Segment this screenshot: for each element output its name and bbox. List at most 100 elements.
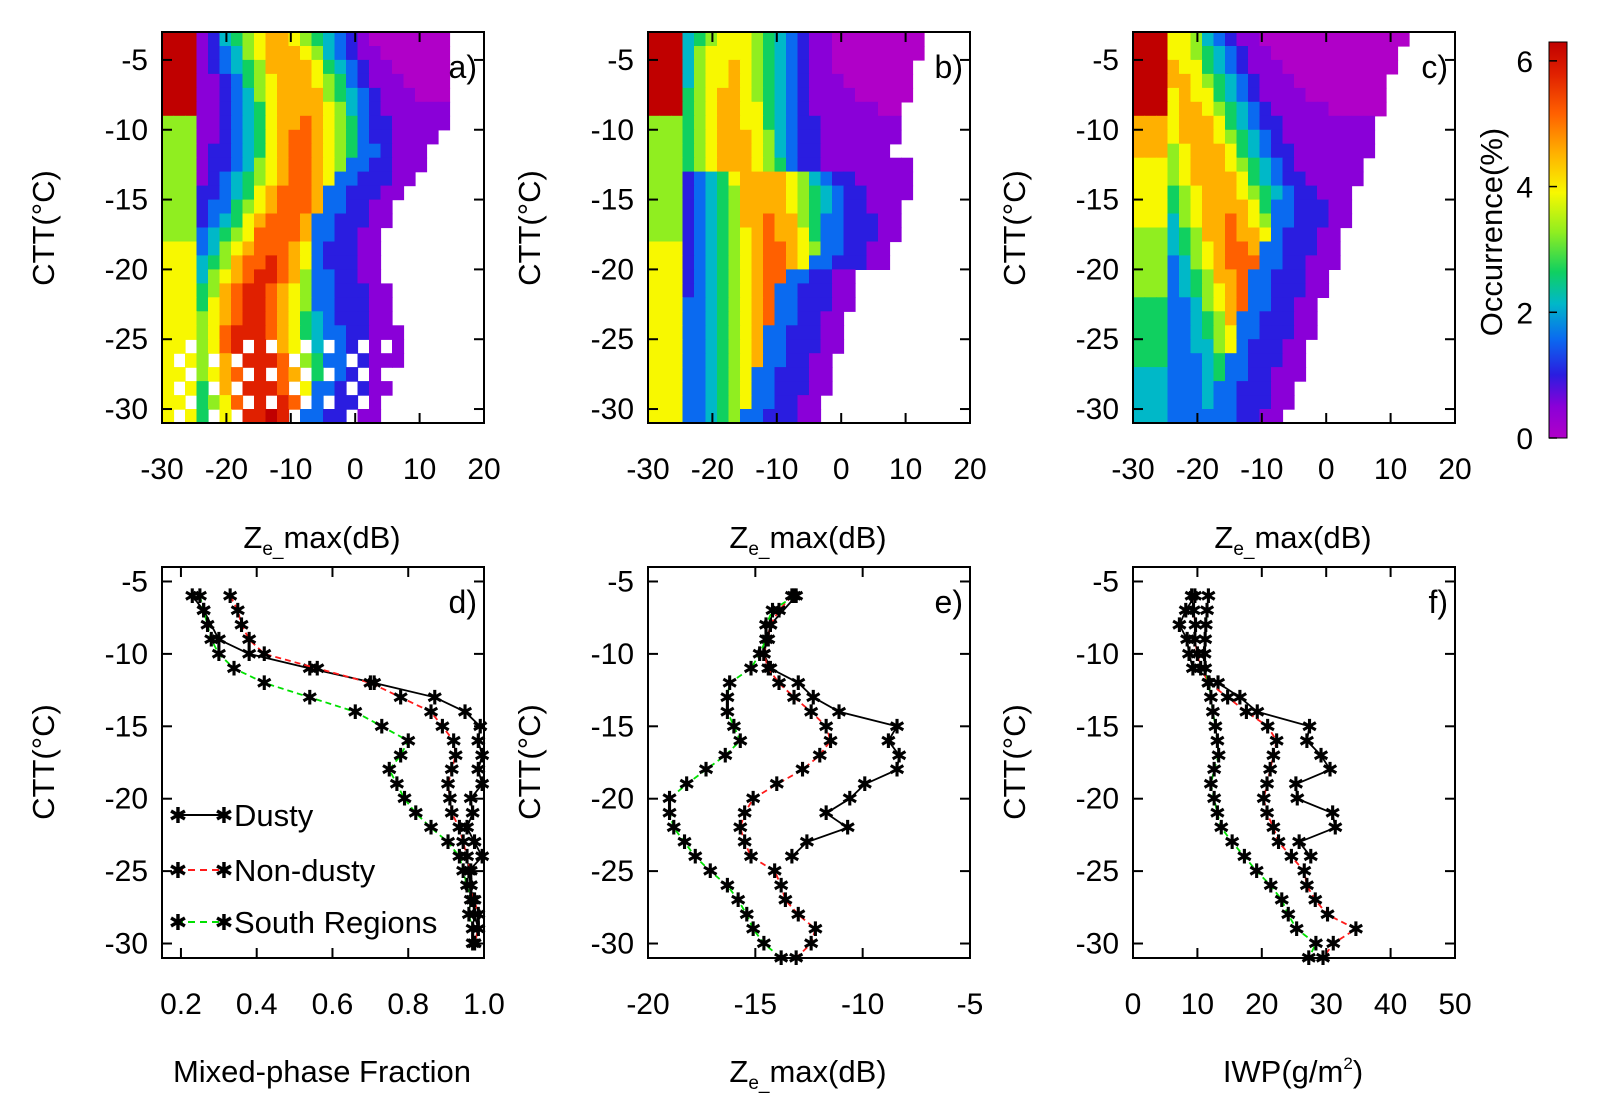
heatmap-cell <box>774 227 787 243</box>
heatmap-cell <box>323 283 336 298</box>
heatmap-cell <box>659 157 672 173</box>
data-point: ✱ <box>1280 905 1297 927</box>
heatmap-cell <box>1202 255 1215 270</box>
heatmap-cell <box>820 353 833 368</box>
heatmap-cell <box>334 283 347 298</box>
heatmap-cell <box>763 297 776 312</box>
heatmap-cell <box>231 227 244 243</box>
heatmap-cell <box>740 381 753 396</box>
heatmap-cell <box>682 73 695 89</box>
heatmap-cell <box>659 73 672 89</box>
heatmap-cell <box>1259 227 1272 243</box>
heatmap-cell <box>288 311 301 326</box>
heatmap-cell <box>173 73 186 89</box>
heatmap-cell <box>1282 101 1295 117</box>
heatmap-cell <box>1167 199 1180 215</box>
heatmap-cell <box>323 101 336 117</box>
heatmap-cell <box>1225 171 1238 187</box>
heatmap-cell <box>1259 241 1272 257</box>
heatmap-cell <box>1271 409 1284 424</box>
heatmap-cell <box>1294 59 1307 75</box>
heatmap-cell <box>288 367 301 382</box>
heatmap-cell <box>1213 241 1226 257</box>
heatmap-cell <box>694 199 707 215</box>
heatmap-cell <box>740 59 753 75</box>
heatmap-cell <box>820 59 833 75</box>
heatmap-cell <box>162 297 175 312</box>
y-tick-label: -5 <box>1092 44 1119 77</box>
series-line-south-regions <box>1203 595 1318 959</box>
heatmap-cell <box>694 283 707 298</box>
heatmap-cell <box>1133 185 1146 201</box>
heatmap-cell <box>763 367 776 382</box>
heatmap-cell <box>162 129 175 145</box>
heatmap-cell <box>740 367 753 382</box>
heatmap-cell <box>1271 129 1284 145</box>
heatmap-cell <box>682 32 695 47</box>
heatmap-cell <box>1305 255 1318 270</box>
heatmap-cell <box>288 255 301 270</box>
heatmap-cell <box>254 213 267 229</box>
heatmap-cell <box>774 171 787 187</box>
heatmap-cell <box>659 129 672 145</box>
heatmap-cell <box>1144 353 1157 368</box>
heatmap-cell <box>671 241 684 257</box>
x-tick-label: -20 <box>691 453 734 486</box>
heatmap-cell <box>265 115 278 131</box>
heatmap-cell <box>648 199 661 215</box>
heatmap-cell <box>1167 367 1180 382</box>
heatmap-cell <box>311 311 324 326</box>
heatmap-cell <box>774 311 787 326</box>
heatmap-cell <box>751 73 764 89</box>
heatmap-cell <box>392 143 405 159</box>
heatmap-cell <box>1328 46 1341 61</box>
heatmap-cell <box>219 353 232 368</box>
heatmap-cell <box>786 339 799 354</box>
heatmap-cell <box>1317 269 1330 284</box>
x-tick-label: 0.4 <box>236 988 278 1021</box>
heatmap-cell <box>426 129 439 145</box>
heatmap-cell <box>1133 409 1146 424</box>
heatmap-cell <box>334 87 347 103</box>
data-point: ✱ <box>1209 731 1226 753</box>
heatmap-cell <box>855 143 868 159</box>
heatmap-cell <box>740 297 753 312</box>
series-line-non-dusty <box>1190 595 1358 959</box>
heatmap-cell <box>242 115 255 131</box>
heatmap-cell <box>1259 213 1272 229</box>
heatmap-cell <box>1305 59 1318 75</box>
heatmap-cell <box>369 59 382 75</box>
heatmap-cell <box>1294 199 1307 215</box>
heatmap-cell <box>763 269 776 284</box>
data-point: ✱ <box>1196 644 1213 666</box>
heatmap-cell <box>1305 73 1318 89</box>
heatmap-cell <box>277 395 290 410</box>
heatmap-cell <box>1271 283 1284 298</box>
heatmap-cell <box>751 255 764 270</box>
heatmap-cell <box>265 381 278 396</box>
data-point: ✱ <box>381 760 398 782</box>
heatmap-cell <box>311 339 324 354</box>
heatmap-cell <box>277 227 290 243</box>
heatmap-cell <box>346 115 359 131</box>
heatmap-cell <box>843 227 856 243</box>
heatmap-cell <box>1213 157 1226 173</box>
heatmap-cell <box>380 353 393 368</box>
heatmap-cell <box>346 283 359 298</box>
heatmap-cell <box>786 171 799 187</box>
data-point: ✱ <box>818 716 835 738</box>
heatmap-cell <box>265 32 278 47</box>
heatmap-cell <box>346 213 359 229</box>
heatmap-cell <box>786 241 799 257</box>
y-tick-label: -20 <box>591 253 634 286</box>
heatmap-cell <box>774 269 787 284</box>
heatmap-cell <box>832 269 845 284</box>
heatmap-cell <box>1225 101 1238 117</box>
heatmap-cell <box>185 143 198 159</box>
heatmap-cell <box>369 367 382 382</box>
heatmap-cell <box>728 185 741 201</box>
heatmap-cell <box>300 143 313 159</box>
heatmap-cell <box>1259 269 1272 284</box>
heatmap-cell <box>219 227 232 243</box>
heatmap-cell <box>648 269 661 284</box>
